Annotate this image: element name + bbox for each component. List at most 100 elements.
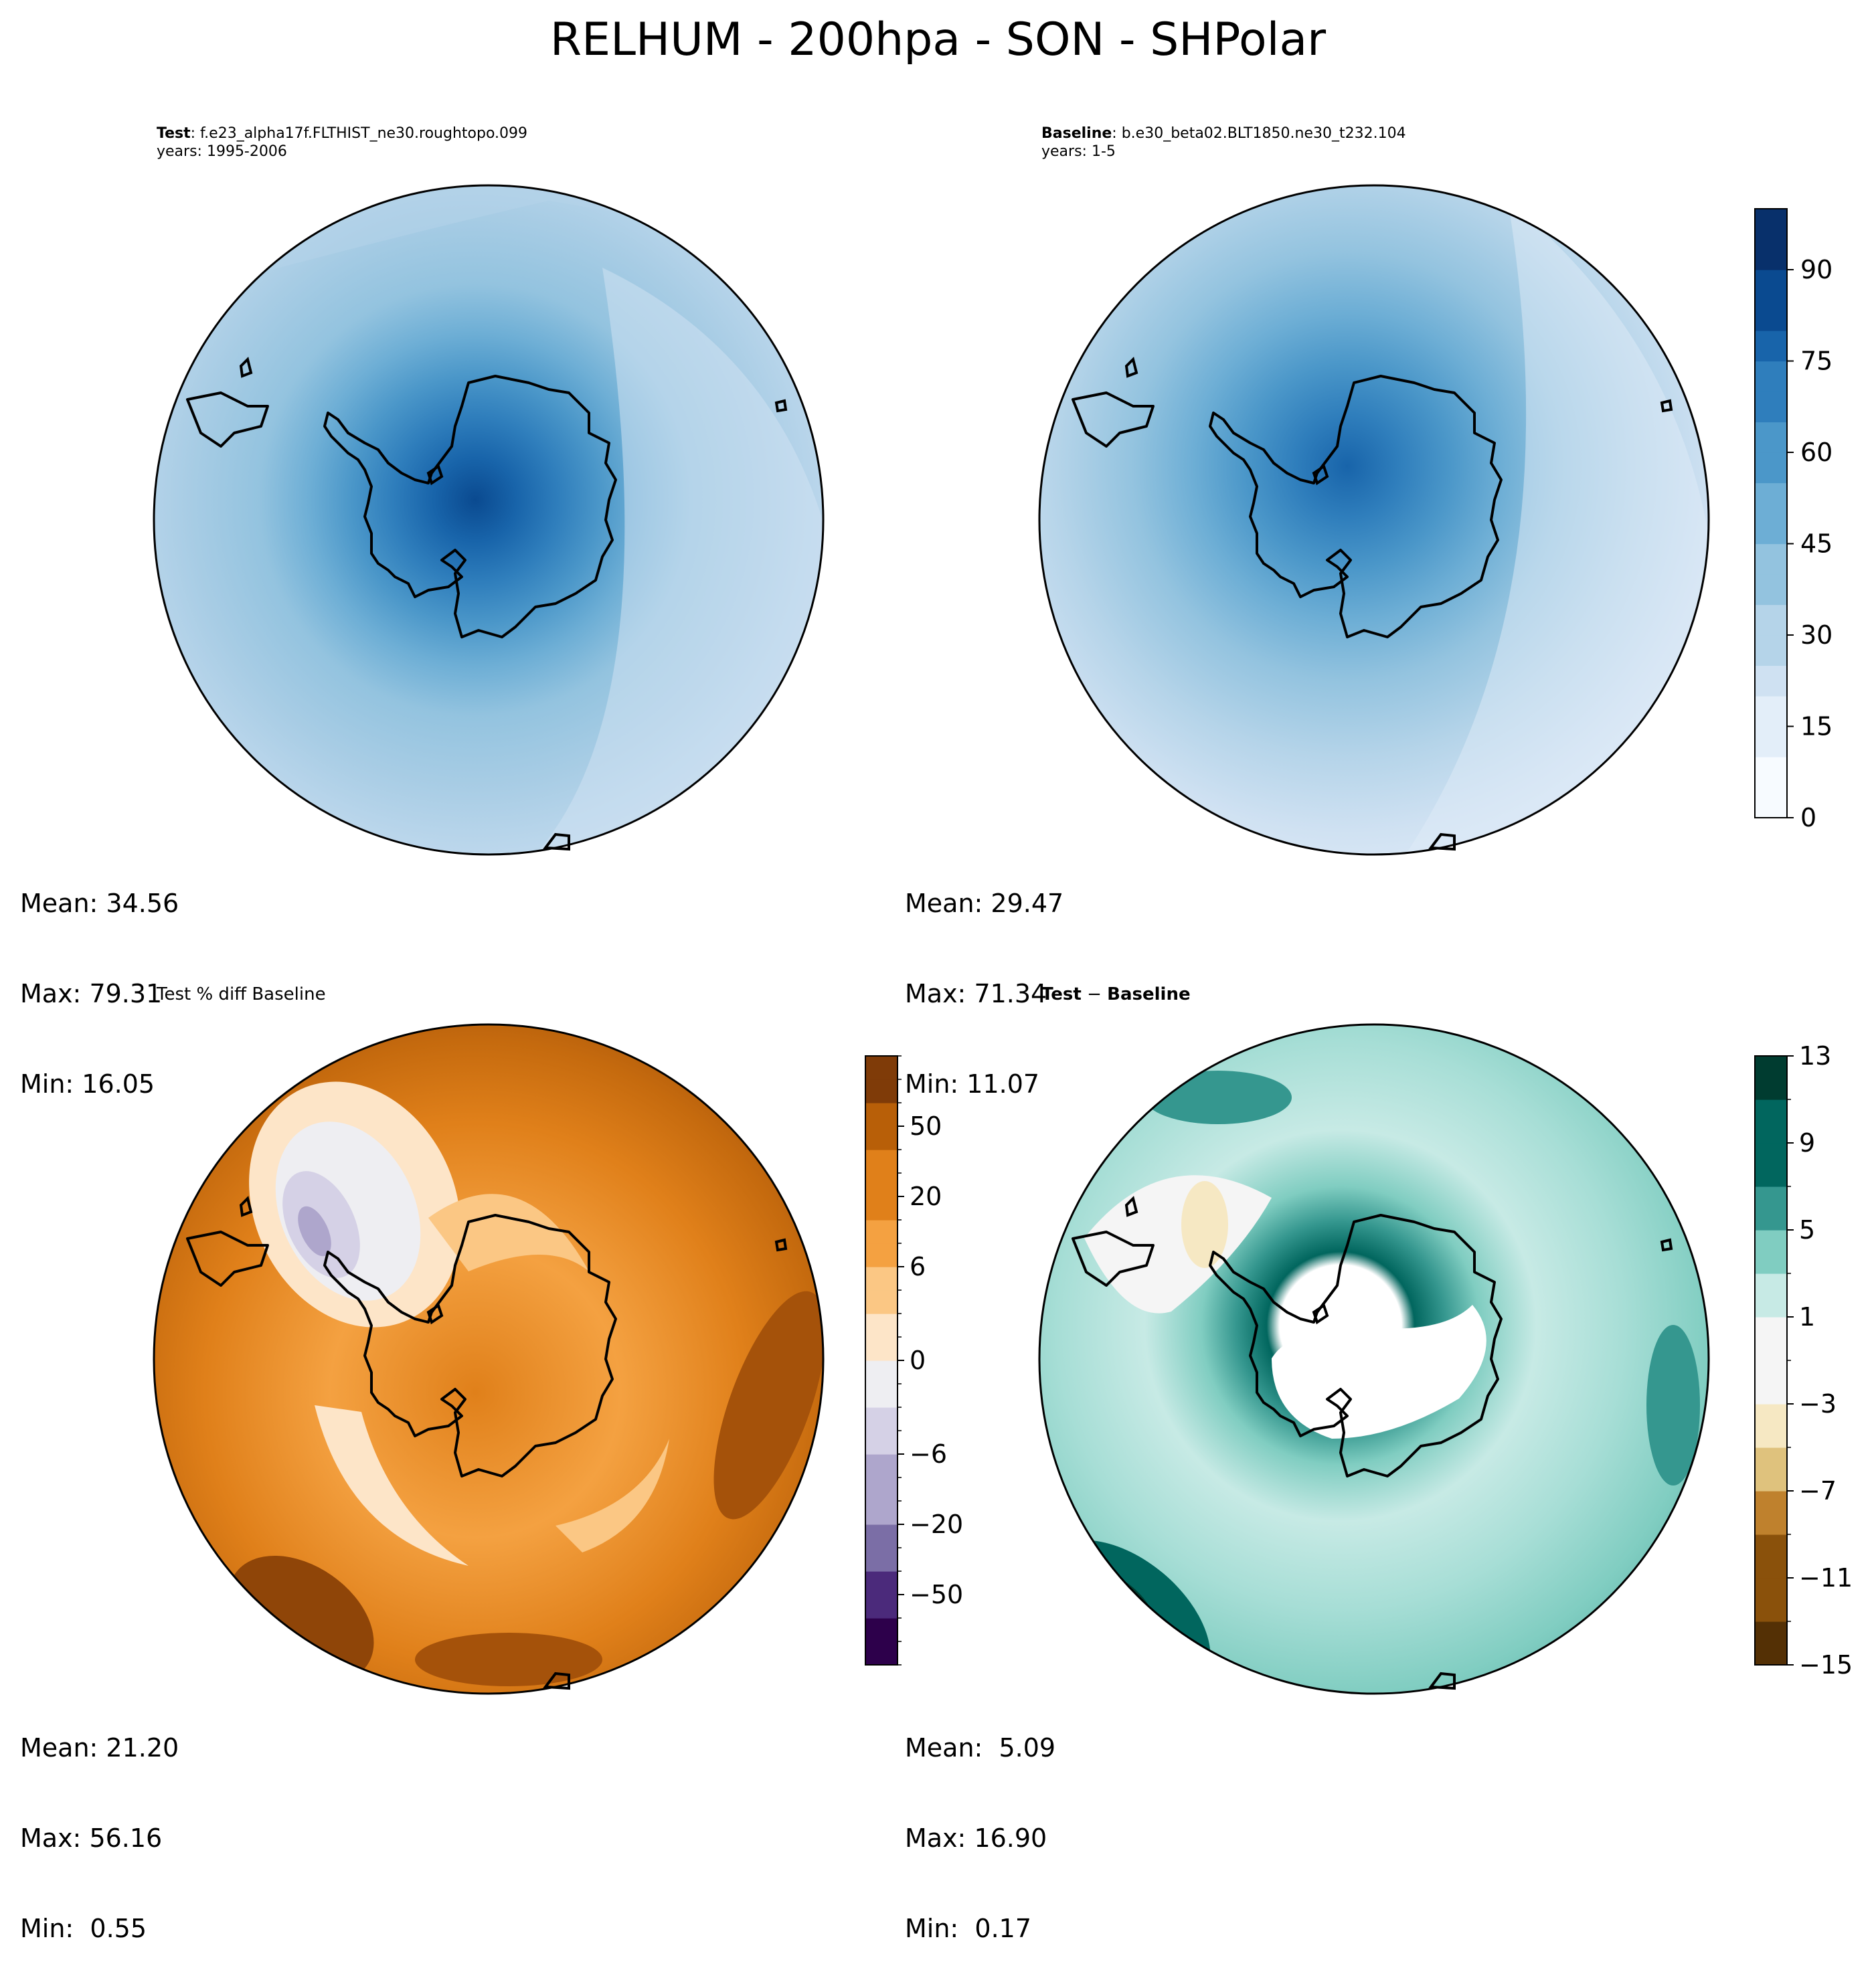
colorbar-pctdiff-segment: [865, 1524, 898, 1548]
colorbar-relhum-segment: [1755, 757, 1787, 788]
baseline-label: Baseline: [1041, 125, 1112, 142]
colorbar-diff-ticklabel: 1: [1799, 1302, 1815, 1332]
baseline-title: Baseline: b.e30_beta02.BLT1850.ne30_t232…: [1041, 124, 1406, 161]
colorbar-pctdiff-segment: [865, 1056, 898, 1080]
colorbar-pctdiff-segment: [865, 1641, 898, 1666]
colorbar-pctdiff-segment: [865, 1501, 898, 1525]
colorbar-relhum-segment: [1755, 665, 1787, 697]
diff-max: Max: 16.90: [905, 1823, 1047, 1853]
colorbar-pctdiff-segment: [865, 1196, 898, 1221]
colorbar-relhum-segment: [1755, 239, 1787, 270]
colorbar-relhum-segment: [1755, 209, 1787, 240]
diff-title-minus: −: [1081, 984, 1108, 1004]
colorbar-pctdiff-segment: [865, 1150, 898, 1174]
pctdiff-title: Test % diff Baseline: [157, 984, 326, 1004]
colorbar-diff-segment: [1755, 1447, 1787, 1492]
colorbar-pctdiff-ticklabel: 50: [910, 1111, 942, 1141]
colorbar-relhum-segment: [1755, 604, 1787, 636]
diff-title: Test − Baseline: [1041, 986, 1191, 1004]
colorbar-diff-segment: [1755, 1404, 1787, 1448]
colorbar-pctdiff-segment: [865, 1290, 898, 1314]
colorbar-pctdiff-ticklabel: −6: [910, 1439, 947, 1469]
colorbar-relhum: 0 15 30 45 60 75 90: [1754, 208, 1832, 832]
colorbar-diff-segment: [1755, 1360, 1787, 1405]
test-max: Max: 79.31: [20, 979, 163, 1008]
colorbar-relhum-segment: [1755, 574, 1787, 606]
colorbar-pctdiff-segment: [865, 1548, 898, 1572]
colorbar-diff-ticklabel: −11: [1799, 1563, 1853, 1593]
diff-title-test: Test: [1041, 984, 1082, 1004]
diff-mean: Mean: 5.09: [905, 1733, 1056, 1763]
colorbar-relhum-segment: [1755, 361, 1787, 392]
colorbar-pctdiff-segment: [865, 1220, 898, 1244]
colorbar-relhum-frame: [1754, 208, 1788, 818]
colorbar-pctdiff-segment: [865, 1103, 898, 1127]
colorbar-pctdiff-segment: [865, 1454, 898, 1478]
pctdiff-map: [153, 1023, 825, 1695]
baseline-map: [1038, 184, 1710, 856]
colorbar-pctdiff-segment: [865, 1431, 898, 1455]
colorbar-pctdiff-ticklabel: 0: [910, 1346, 926, 1375]
colorbar-pctdiff-segment: [865, 1407, 898, 1431]
colorbar-diff-ticklabel: −15: [1799, 1650, 1853, 1680]
colorbar-pctdiff-segment: [865, 1571, 898, 1595]
colorbar-relhum-ticklabel: 90: [1800, 255, 1832, 284]
baseline-max: Max: 71.34: [905, 979, 1047, 1008]
colorbar-pctdiff-ticklabel: 20: [910, 1182, 942, 1211]
colorbar-diff-segment: [1755, 1273, 1787, 1318]
colorbar-pctdiff: −50 −20 −6 0 6 20 50: [865, 1055, 963, 1666]
colorbar-diff-segment: [1755, 1621, 1787, 1666]
test-label: Test: [157, 125, 191, 142]
colorbar-diff-segment: [1755, 1491, 1787, 1535]
colorbar-diff-segment: [1755, 1534, 1787, 1579]
test-case: : f.e23_alpha17f.FLTHIST_ne30.roughtopo.…: [190, 125, 528, 142]
colorbar-diff-ticklabel: −3: [1799, 1389, 1837, 1419]
colorbar-relhum-ticklabel: 30: [1800, 620, 1832, 650]
colorbar-pctdiff-segment: [865, 1384, 898, 1408]
baseline-stats: Mean: 29.47 Max: 71.34 Min: 11.07: [905, 828, 1063, 1130]
colorbar-diff-ticklabel: 9: [1799, 1128, 1815, 1158]
colorbar-diff-ticklabel: −7: [1799, 1476, 1837, 1506]
pctdiff-mean: Mean: 21.20: [20, 1733, 179, 1763]
colorbar-relhum-segment: [1755, 270, 1787, 301]
figure-title: RELHUM - 200hpa - SON - SHPolar: [549, 13, 1327, 66]
test-title: Test: f.e23_alpha17f.FLTHIST_ne30.rought…: [157, 124, 527, 161]
colorbar-relhum-segment: [1755, 482, 1787, 514]
colorbar-diff-segment: [1755, 1186, 1787, 1231]
test-mean: Mean: 34.56: [20, 889, 179, 918]
colorbar-pctdiff-ticklabel: 6: [910, 1252, 926, 1281]
colorbar-relhum-segment: [1755, 452, 1787, 484]
colorbar-diff-segment: [1755, 1099, 1787, 1144]
colorbar-diff-segment: [1755, 1143, 1787, 1187]
colorbar-relhum-segment: [1755, 331, 1787, 362]
colorbar-relhum-segment: [1755, 726, 1787, 757]
colorbar-pctdiff-ticklabel: −20: [910, 1510, 963, 1539]
colorbar-relhum-ticklabel: 75: [1800, 347, 1832, 376]
colorbar-relhum-ticklabel: 45: [1800, 529, 1832, 559]
test-map: [153, 184, 825, 856]
colorbar-relhum-segment: [1755, 300, 1787, 331]
pctdiff-min: Min: 0.55: [20, 1914, 147, 1943]
colorbar-pctdiff-segment: [865, 1126, 898, 1150]
colorbar-pctdiff-segment: [865, 1477, 898, 1502]
colorbar-pctdiff-segment: [865, 1618, 898, 1642]
colorbar-pctdiff-segment: [865, 1337, 898, 1361]
colorbar-diff-segment: [1755, 1317, 1787, 1361]
diff-title-baseline: Baseline: [1107, 984, 1191, 1004]
colorbar-relhum-segment: [1755, 543, 1787, 575]
colorbar-diff-ticklabel: 13: [1799, 1041, 1831, 1071]
colorbar-relhum-segment: [1755, 513, 1787, 545]
colorbar-diff-ticklabel: 5: [1799, 1215, 1815, 1245]
baseline-min: Min: 11.07: [905, 1069, 1040, 1099]
test-stats: Mean: 34.56 Max: 79.31 Min: 16.05: [20, 828, 179, 1130]
colorbar-diff: −15 −11 −7 −3 1 5 9 13: [1754, 1041, 1853, 1680]
baseline-mean: Mean: 29.47: [905, 889, 1064, 918]
diff-min: Min: 0.17: [905, 1914, 1031, 1943]
colorbar-pctdiff-segment: [865, 1243, 898, 1267]
colorbar-relhum-segment: [1755, 422, 1787, 453]
colorbar-pctdiff-segment: [865, 1079, 898, 1103]
colorbar-relhum-ticklabel: 60: [1800, 438, 1832, 467]
baseline-case: : b.e30_beta02.BLT1850.ne30_t232.104: [1112, 125, 1406, 142]
colorbar-pctdiff-segment: [865, 1267, 898, 1291]
colorbar-diff-segment: [1755, 1230, 1787, 1274]
